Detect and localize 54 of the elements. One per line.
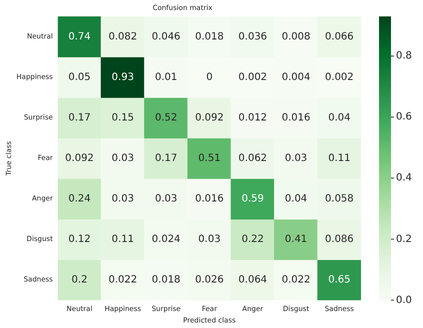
data-label: 0.03 [154, 193, 178, 204]
color-bar-label: 0.6 [396, 112, 412, 123]
data-label: 0.03 [112, 152, 134, 164]
data-label: 0.026 [195, 274, 224, 286]
data-label: 0.59 [242, 193, 264, 204]
data-label: 0.24 [68, 193, 91, 204]
data-label: 0.52 [154, 112, 178, 124]
data-label: 0.65 [328, 274, 350, 286]
data-label: 0.024 [152, 234, 180, 245]
data-label: 0.04 [284, 193, 308, 204]
data-label: 0.74 [68, 31, 91, 42]
data-label: 0.17 [68, 112, 91, 124]
color-bar-label: 0.8 [396, 50, 412, 62]
data-label: 0.092 [195, 112, 224, 124]
data-label: 0.04 [328, 112, 350, 124]
data-label: 0.12 [68, 234, 91, 245]
data-label: 0.082 [108, 31, 138, 42]
data-label: 0.018 [195, 31, 224, 42]
data-label: 0.22 [242, 234, 264, 245]
data-label: 0.03 [112, 193, 134, 204]
data-label: 0.022 [108, 274, 138, 286]
data-label: 0.03 [284, 152, 308, 164]
data-label: 0.17 [154, 152, 178, 164]
data-label: 0.046 [152, 31, 180, 42]
data-label: 0.012 [238, 112, 268, 124]
data-label: 0.016 [282, 112, 310, 124]
data-label: 0.092 [65, 152, 94, 164]
data-label: 0.93 [112, 72, 134, 83]
data-label: 0.062 [238, 152, 268, 164]
data-label: 0.086 [325, 234, 354, 245]
data-label: 0.064 [238, 274, 268, 286]
data-label: 0.41 [284, 234, 308, 245]
data-label: 0.004 [282, 72, 310, 83]
data-label: 0.002 [238, 72, 268, 83]
data-label: 0.01 [154, 72, 178, 83]
data-label: 0.016 [195, 193, 224, 204]
color-bar-label: 0.4 [396, 172, 412, 184]
data-label: 0.022 [282, 274, 310, 286]
data-label: 0.03 [198, 234, 221, 245]
data-label: 0.058 [325, 193, 354, 204]
data-label: 0.008 [282, 31, 310, 42]
data-label: 0.2 [72, 274, 88, 286]
data-label: 0.11 [328, 152, 350, 164]
data-label: 0.018 [152, 274, 180, 286]
data-label: 0 [206, 72, 213, 83]
data-label: 0.51 [198, 152, 221, 164]
color-bar-label: 0.0 [396, 294, 412, 306]
color-bar-label: 0.2 [396, 234, 412, 245]
data-label: 0.05 [68, 72, 91, 83]
data-label: 0.11 [112, 234, 134, 245]
data-label: 0.002 [325, 72, 354, 83]
data-label: 0.036 [238, 31, 268, 42]
data-label: 0.15 [112, 112, 134, 124]
data-label: 0.066 [325, 31, 354, 42]
